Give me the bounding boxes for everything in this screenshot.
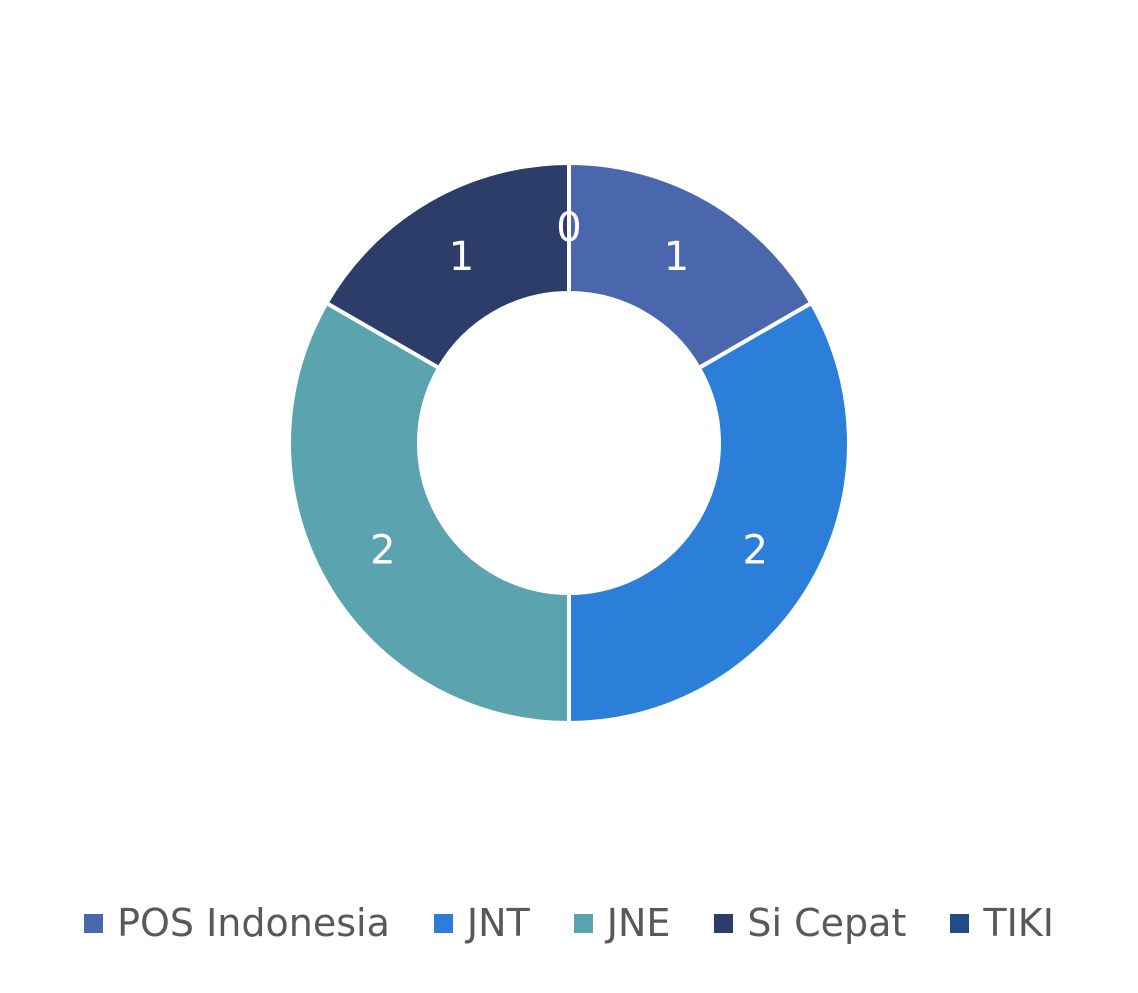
legend-swatch — [950, 913, 970, 933]
donut-slice-jnt — [567, 300, 851, 726]
donut-slice-jne — [287, 300, 571, 726]
donut-slice-pos-indonesia — [567, 160, 815, 371]
legend-item-si-cepat: Si Cepat — [714, 901, 906, 945]
legend-swatch — [714, 913, 734, 933]
data-label-tiki: 0 — [556, 205, 581, 251]
legend-label: TIKI — [983, 901, 1054, 945]
data-label-pos-indonesia: 1 — [664, 234, 689, 280]
data-label-jnt: 2 — [742, 528, 767, 574]
legend-swatch — [84, 913, 104, 933]
legend-label: JNE — [606, 901, 671, 945]
chart-legend: POS Indonesia JNT JNE Si Cepat TIKI — [0, 895, 1138, 951]
legend-swatch — [573, 913, 593, 933]
legend-item-pos-indonesia: POS Indonesia — [84, 901, 390, 945]
legend-item-jnt: JNT — [433, 901, 530, 945]
legend-item-jne: JNE — [573, 901, 671, 945]
legend-label: JNT — [466, 901, 530, 945]
legend-swatch — [433, 913, 453, 933]
legend-label: Si Cepat — [747, 901, 907, 945]
donut-slice-si-cepat — [323, 160, 571, 371]
legend-label: POS Indonesia — [117, 901, 390, 945]
legend-item-tiki: TIKI — [950, 901, 1054, 945]
data-label-si-cepat: 1 — [449, 234, 474, 280]
data-label-jne: 2 — [370, 528, 395, 574]
